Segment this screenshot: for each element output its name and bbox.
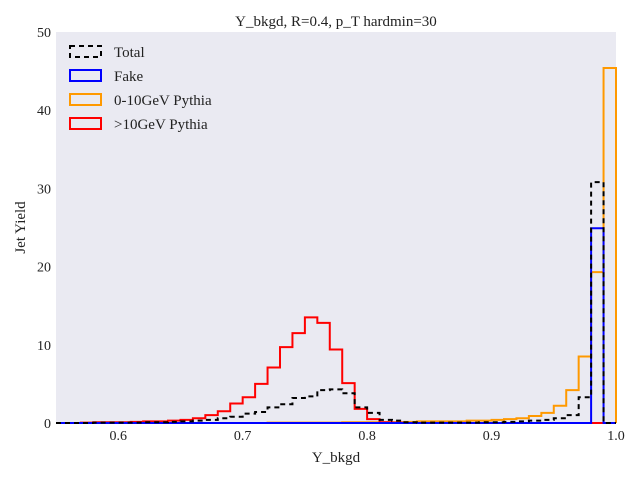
- x-tick-label: 1.0: [607, 429, 625, 444]
- y-tick-labels: 0 10 20 30 40 50: [37, 26, 51, 432]
- y-tick-label: 50: [37, 26, 51, 41]
- x-tick-label: 0.9: [483, 429, 501, 444]
- legend-label: Total: [114, 45, 145, 61]
- legend: Total Fake 0-10GeV Pythia >10GeV Pythia: [69, 45, 212, 133]
- plot-area: [56, 32, 616, 423]
- x-tick-labels: 0.6 0.7 0.8 0.9 1.0: [109, 429, 624, 444]
- x-axis-label: Y_bkgd: [312, 450, 361, 466]
- legend-swatch: [69, 117, 102, 130]
- legend-swatch: [69, 69, 102, 82]
- series-layer: [56, 66, 617, 424]
- legend-swatch: [69, 45, 102, 58]
- y-axis-label: Jet Yield: [13, 201, 29, 254]
- y-tick-label: 30: [37, 182, 51, 197]
- y-tick-label: 0: [44, 417, 51, 432]
- chart-title: Y_bkgd, R=0.4, p_T hardmin=30: [235, 14, 437, 30]
- y-tick-label: 10: [37, 339, 51, 354]
- x-tick-label: 0.7: [234, 429, 252, 444]
- legend-swatch: [69, 93, 102, 106]
- x-tick-label: 0.8: [358, 429, 376, 444]
- legend-label: Fake: [114, 69, 144, 85]
- y-tick-label: 20: [37, 261, 51, 276]
- legend-label: 0-10GeV Pythia: [114, 93, 212, 109]
- x-tick-label: 0.6: [109, 429, 127, 444]
- legend-label: >10GeV Pythia: [114, 117, 208, 133]
- y-tick-label: 40: [37, 104, 51, 119]
- series-line-total: [56, 181, 616, 424]
- series-line-fake: [56, 227, 616, 424]
